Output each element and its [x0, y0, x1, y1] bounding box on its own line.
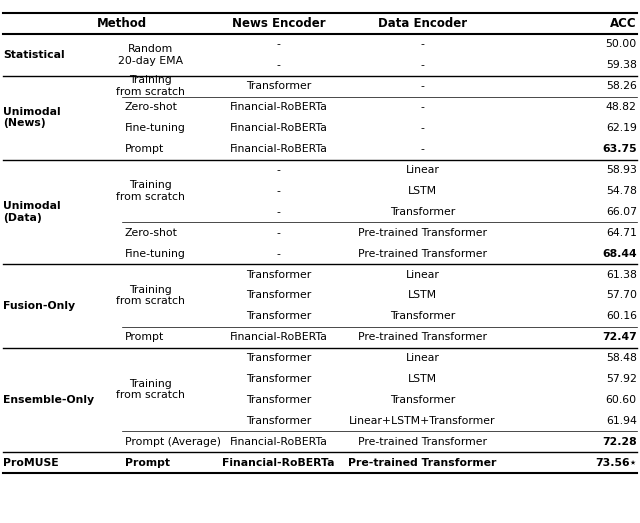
Text: 60.60: 60.60 — [605, 395, 637, 405]
Text: Transformer: Transformer — [390, 207, 455, 217]
Text: 73.56⋆: 73.56⋆ — [595, 458, 637, 468]
Text: Financial-RoBERTa: Financial-RoBERTa — [230, 123, 327, 133]
Text: Transformer: Transformer — [246, 395, 311, 405]
Text: 61.94: 61.94 — [606, 416, 637, 426]
Text: 50.00: 50.00 — [605, 39, 637, 50]
Text: Linear+LSTM+Transformer: Linear+LSTM+Transformer — [349, 416, 495, 426]
Text: -: - — [276, 207, 280, 217]
Text: Financial-RoBERTa: Financial-RoBERTa — [230, 144, 327, 154]
Text: -: - — [420, 144, 424, 154]
Text: 54.78: 54.78 — [606, 186, 637, 196]
Text: Linear: Linear — [406, 353, 439, 363]
Text: Random
20-day EMA: Random 20-day EMA — [118, 44, 183, 66]
Text: Fusion-Only: Fusion-Only — [3, 301, 76, 311]
Text: -: - — [276, 228, 280, 238]
Text: Pre-trained Transformer: Pre-trained Transformer — [358, 248, 487, 259]
Text: 57.92: 57.92 — [606, 374, 637, 384]
Text: -: - — [420, 60, 424, 71]
Text: Fine-tuning: Fine-tuning — [125, 123, 186, 133]
Text: 57.70: 57.70 — [606, 290, 637, 301]
Text: Ensemble-Only: Ensemble-Only — [3, 395, 94, 405]
Text: 58.26: 58.26 — [606, 81, 637, 92]
Text: Transformer: Transformer — [246, 374, 311, 384]
Text: Method: Method — [97, 17, 147, 30]
Text: Linear: Linear — [406, 269, 439, 280]
Text: Financial-RoBERTa: Financial-RoBERTa — [230, 332, 327, 343]
Text: Data Encoder: Data Encoder — [378, 17, 467, 30]
Text: LSTM: LSTM — [408, 186, 437, 196]
Text: Prompt: Prompt — [125, 332, 164, 343]
Text: LSTM: LSTM — [408, 290, 437, 301]
Text: Prompt: Prompt — [125, 144, 164, 154]
Text: -: - — [420, 102, 424, 112]
Text: -: - — [420, 81, 424, 92]
Text: 63.75: 63.75 — [602, 144, 637, 154]
Text: Transformer: Transformer — [246, 416, 311, 426]
Text: Transformer: Transformer — [390, 395, 455, 405]
Text: Training
from scratch: Training from scratch — [116, 379, 185, 401]
Text: Fine-tuning: Fine-tuning — [125, 248, 186, 259]
Text: -: - — [276, 248, 280, 259]
Text: Zero-shot: Zero-shot — [125, 228, 178, 238]
Text: Transformer: Transformer — [246, 269, 311, 280]
Text: 48.82: 48.82 — [606, 102, 637, 112]
Text: -: - — [276, 60, 280, 71]
Text: ProMUSE: ProMUSE — [3, 458, 59, 468]
Text: ACC: ACC — [610, 17, 637, 30]
Text: Training
from scratch: Training from scratch — [116, 75, 185, 97]
Text: Financial-RoBERTa: Financial-RoBERTa — [222, 458, 335, 468]
Text: -: - — [276, 39, 280, 50]
Text: 58.93: 58.93 — [606, 165, 637, 175]
Text: -: - — [276, 186, 280, 196]
Text: Zero-shot: Zero-shot — [125, 102, 178, 112]
Text: -: - — [420, 39, 424, 50]
Text: Financial-RoBERTa: Financial-RoBERTa — [230, 102, 327, 112]
Text: Linear: Linear — [406, 165, 439, 175]
Text: 61.38: 61.38 — [606, 269, 637, 280]
Text: 60.16: 60.16 — [606, 311, 637, 322]
Text: Unimodal
(Data): Unimodal (Data) — [3, 201, 61, 223]
Text: Transformer: Transformer — [246, 311, 311, 322]
Text: News Encoder: News Encoder — [232, 17, 325, 30]
Text: 72.28: 72.28 — [602, 437, 637, 447]
Text: Prompt (Average): Prompt (Average) — [125, 437, 221, 447]
Text: 64.71: 64.71 — [606, 228, 637, 238]
Text: 66.07: 66.07 — [606, 207, 637, 217]
Text: Pre-trained Transformer: Pre-trained Transformer — [348, 458, 497, 468]
Text: -: - — [276, 165, 280, 175]
Text: Financial-RoBERTa: Financial-RoBERTa — [230, 437, 327, 447]
Text: 62.19: 62.19 — [606, 123, 637, 133]
Text: Transformer: Transformer — [246, 290, 311, 301]
Text: 72.47: 72.47 — [602, 332, 637, 343]
Text: 59.38: 59.38 — [606, 60, 637, 71]
Text: LSTM: LSTM — [408, 374, 437, 384]
Text: Unimodal
(News): Unimodal (News) — [3, 107, 61, 129]
Text: Pre-trained Transformer: Pre-trained Transformer — [358, 332, 487, 343]
Text: 58.48: 58.48 — [606, 353, 637, 363]
Text: Transformer: Transformer — [246, 81, 311, 92]
Text: Pre-trained Transformer: Pre-trained Transformer — [358, 228, 487, 238]
Text: 68.44: 68.44 — [602, 248, 637, 259]
Text: Pre-trained Transformer: Pre-trained Transformer — [358, 437, 487, 447]
Text: Prompt: Prompt — [125, 458, 170, 468]
Text: Training
from scratch: Training from scratch — [116, 180, 185, 202]
Text: -: - — [420, 123, 424, 133]
Text: Transformer: Transformer — [390, 311, 455, 322]
Text: Statistical: Statistical — [3, 50, 65, 60]
Text: Transformer: Transformer — [246, 353, 311, 363]
Text: Training
from scratch: Training from scratch — [116, 285, 185, 306]
